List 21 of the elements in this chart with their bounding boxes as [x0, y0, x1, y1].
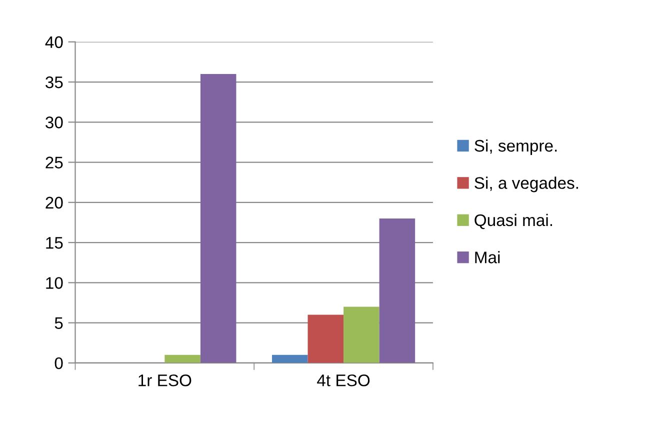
legend-label: Mai — [475, 251, 500, 264]
y-tick-label: 35 — [46, 76, 63, 88]
x-tick-label: 1r ESO — [138, 374, 192, 386]
bar — [164, 354, 200, 363]
y-tick-label: 30 — [46, 116, 63, 128]
x-tick-label: 4t ESO — [317, 374, 370, 386]
legend-label: Si, a vegades. — [474, 176, 578, 192]
y-tick-label: 25 — [46, 156, 63, 168]
bar — [308, 314, 344, 363]
y-tick-label: 15 — [46, 237, 63, 249]
bar — [200, 74, 236, 363]
legend-label: Quasi mai. — [474, 214, 552, 230]
bar — [379, 218, 416, 363]
y-tick-label: 20 — [46, 196, 63, 209]
y-tick-label: 10 — [46, 277, 63, 289]
bar — [272, 354, 308, 363]
y-tick-label: 0 — [54, 357, 63, 370]
y-tick-label: 40 — [45, 36, 63, 48]
y-tick-label: 5 — [54, 317, 63, 330]
bar — [344, 306, 380, 363]
legend-label: Si, sempre. — [474, 139, 557, 156]
